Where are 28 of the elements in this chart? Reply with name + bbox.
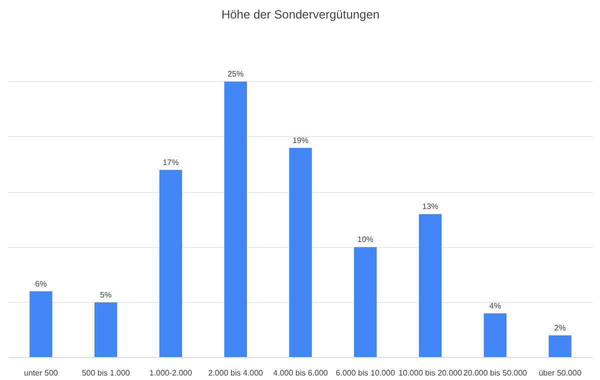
data-label: 19% xyxy=(292,136,309,145)
x-tick-label: 10.000 bis 20.000 xyxy=(398,368,463,378)
data-label: 5% xyxy=(100,290,112,300)
bar xyxy=(484,313,507,358)
data-label: 25% xyxy=(228,70,244,79)
x-tick-label: 4.000 bis 6.000 xyxy=(273,368,328,378)
bar xyxy=(418,214,442,358)
bar xyxy=(289,148,312,358)
x-tick-label: 500 bis 1.000 xyxy=(82,368,130,378)
bar xyxy=(159,170,182,358)
chart-title: Höhe der Sondervergütungen xyxy=(221,8,380,22)
data-label: 17% xyxy=(162,158,179,167)
x-tick-label: 2.000 bis 4.000 xyxy=(208,368,264,378)
x-tick-label: 6.000 bis 10.000 xyxy=(336,368,396,378)
bar xyxy=(354,247,377,358)
bar xyxy=(548,335,572,358)
bar xyxy=(94,302,118,358)
data-label: 2% xyxy=(554,323,566,332)
data-label: 6% xyxy=(35,279,47,288)
x-tick-label: unter 500 xyxy=(24,368,58,378)
data-label: 13% xyxy=(422,202,438,212)
data-label: 4% xyxy=(489,301,501,310)
x-tick-label: über 50.000 xyxy=(538,368,582,378)
x-tick-label: 1.000-2.000 xyxy=(149,368,193,378)
data-label: 10% xyxy=(357,235,374,244)
x-tick-label: 20.000 bis 50.000 xyxy=(463,368,528,378)
bar xyxy=(224,82,247,358)
bar xyxy=(30,291,52,358)
